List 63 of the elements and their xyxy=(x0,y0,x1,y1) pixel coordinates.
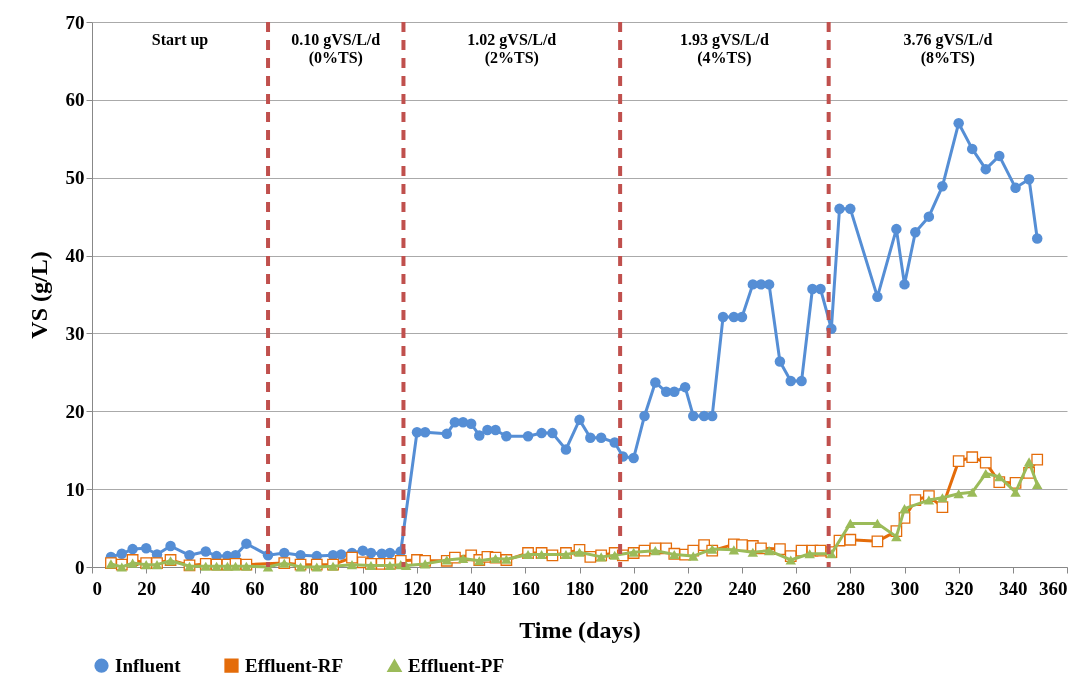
x-tick-label: 120 xyxy=(403,577,432,599)
point xyxy=(953,489,964,499)
legend-label: Effluent-PF xyxy=(408,654,505,676)
x-tick-label: 100 xyxy=(349,577,378,599)
y-tick-label: 30 xyxy=(65,322,85,344)
annotation: Start up xyxy=(151,31,209,49)
point xyxy=(937,493,948,503)
point xyxy=(763,546,775,556)
point xyxy=(116,562,128,572)
x-tick-label: 240 xyxy=(728,577,757,599)
x-tick-label: 0 xyxy=(92,577,102,599)
x-tick-label: 360 xyxy=(1039,577,1068,599)
x-tick-label: 340 xyxy=(999,577,1028,599)
point xyxy=(688,551,699,561)
x-tick-label: 200 xyxy=(619,577,649,599)
legend-label: Effluent-RF xyxy=(245,654,344,676)
y-tick-label: 0 xyxy=(75,556,85,578)
point xyxy=(1023,457,1035,467)
x-tick-label: 180 xyxy=(565,577,595,599)
y-tick-label: 50 xyxy=(65,167,85,189)
x-tick-label: 320 xyxy=(944,577,974,599)
point xyxy=(419,559,431,569)
point xyxy=(1010,487,1021,497)
x-tick-label: 160 xyxy=(511,577,541,599)
point xyxy=(923,495,935,505)
x-tick-label: 40 xyxy=(191,577,211,599)
point xyxy=(457,553,469,563)
y-tick-label: 40 xyxy=(65,245,85,267)
x-tick-label: 60 xyxy=(245,577,265,599)
x-tick-label: 80 xyxy=(299,577,319,599)
point xyxy=(346,560,358,570)
point xyxy=(891,532,902,542)
annotation: 0.10 gVS/L/d (0%TS) xyxy=(291,31,381,67)
y-axis-title: VS (g/L) xyxy=(25,251,52,339)
point xyxy=(747,547,759,557)
point xyxy=(980,469,991,479)
y-tick-label: 10 xyxy=(65,478,85,500)
x-axis-title: Time (days) xyxy=(519,616,641,643)
point xyxy=(899,504,910,514)
y-tick-label: 60 xyxy=(65,89,85,111)
annotation: 3.76 gVS/L/d (8%TS) xyxy=(903,31,993,67)
x-tick-label: 300 xyxy=(890,577,920,599)
x-tick-label: 220 xyxy=(674,577,703,599)
annotation: 1.93 gVS/L/d (4%TS) xyxy=(679,31,769,67)
point xyxy=(650,546,661,556)
y-tick-label: 20 xyxy=(65,400,85,422)
point xyxy=(966,487,978,497)
point xyxy=(728,545,740,555)
point xyxy=(845,518,856,528)
annotation: 1.02 gVS/L/d (2%TS) xyxy=(467,31,557,67)
point xyxy=(127,558,138,568)
y-tick-label: 70 xyxy=(65,11,85,33)
x-tick-label: 140 xyxy=(457,577,486,599)
x-tick-label: 280 xyxy=(836,577,866,599)
point xyxy=(295,562,306,572)
point xyxy=(1031,479,1043,490)
x-tick-label: 20 xyxy=(137,577,157,599)
point xyxy=(804,549,815,559)
point xyxy=(785,555,796,565)
point xyxy=(311,562,323,572)
legend-label: Influent xyxy=(115,654,182,676)
point xyxy=(400,560,412,570)
x-tick-label: 260 xyxy=(782,577,811,599)
